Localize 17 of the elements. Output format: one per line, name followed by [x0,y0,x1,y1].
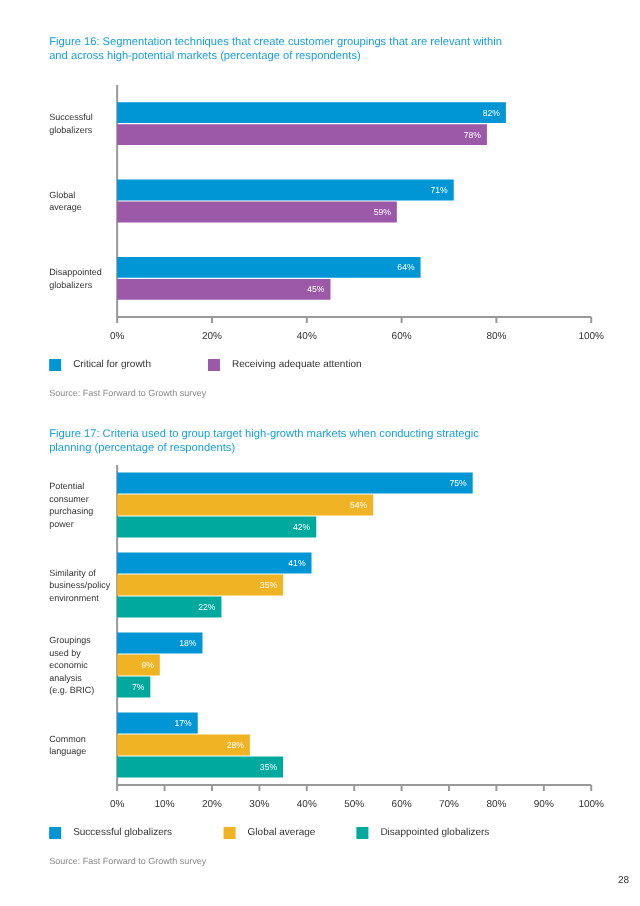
bar [117,516,317,538]
bar [117,654,160,676]
bar [117,179,454,201]
bar [117,102,506,124]
bar [117,574,284,596]
bar [117,756,284,778]
bar [117,201,397,223]
bar [117,472,473,494]
bar [117,256,421,278]
bar [117,552,312,574]
bar [117,734,250,756]
bar [117,494,374,516]
bar [117,124,487,146]
bar [117,596,222,618]
bar [117,278,331,300]
bar [117,632,203,654]
bar [117,712,198,734]
